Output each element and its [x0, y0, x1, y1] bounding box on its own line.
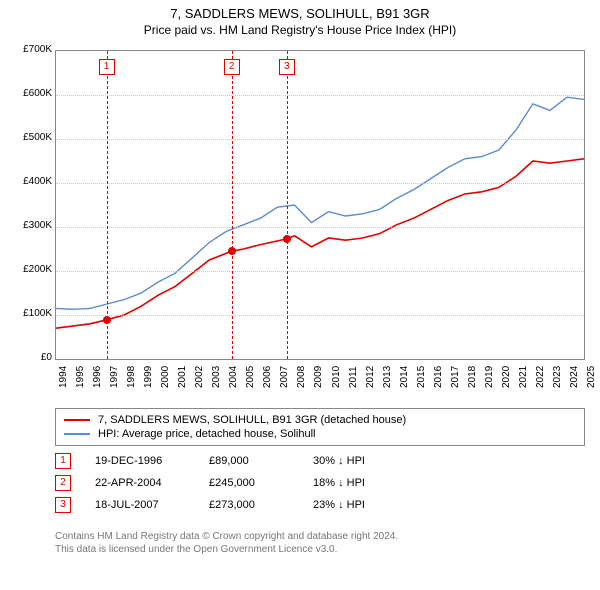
plot-area: 1 2 3: [55, 50, 585, 360]
txn-price: £273,000: [209, 499, 289, 511]
x-axis-label: 2025: [586, 366, 597, 388]
event-vline: [232, 51, 233, 359]
event-number-box: 3: [279, 59, 295, 75]
event-marker: 2: [55, 475, 71, 491]
y-axis-label: £600K: [7, 88, 52, 99]
series-line: [56, 159, 584, 328]
x-axis-label: 2006: [262, 366, 273, 388]
x-axis-label: 2016: [433, 366, 444, 388]
x-axis-label: 2014: [399, 366, 410, 388]
x-axis-label: 2020: [501, 366, 512, 388]
x-axis-label: 2003: [211, 366, 222, 388]
series-line: [56, 97, 584, 309]
y-axis-label: £0: [7, 352, 52, 363]
x-axis-label: 1998: [126, 366, 137, 388]
legend-item: 7, SADDLERS MEWS, SOLIHULL, B91 3GR (det…: [64, 413, 576, 427]
x-axis-label: 2018: [467, 366, 478, 388]
gridline: [56, 227, 584, 228]
x-axis-label: 2023: [552, 366, 563, 388]
event-dot: [103, 316, 111, 324]
gridline: [56, 95, 584, 96]
legend-box: 7, SADDLERS MEWS, SOLIHULL, B91 3GR (det…: [55, 408, 585, 446]
event-vline: [287, 51, 288, 359]
x-axis-label: 1999: [143, 366, 154, 388]
x-axis-label: 2005: [245, 366, 256, 388]
y-axis-label: £300K: [7, 220, 52, 231]
y-axis-label: £100K: [7, 308, 52, 319]
event-number-box: 2: [224, 59, 240, 75]
chart-subtitle: Price paid vs. HM Land Registry's House …: [0, 21, 600, 37]
x-axis-label: 2017: [450, 366, 461, 388]
event-number-box: 1: [99, 59, 115, 75]
chart-title: 7, SADDLERS MEWS, SOLIHULL, B91 3GR: [0, 0, 600, 21]
x-axis-label: 1995: [75, 366, 86, 388]
gridline: [56, 315, 584, 316]
x-axis-label: 2000: [160, 366, 171, 388]
event-marker: 1: [55, 453, 71, 469]
x-axis-label: 1994: [58, 366, 69, 388]
legend-label: 7, SADDLERS MEWS, SOLIHULL, B91 3GR (det…: [98, 414, 406, 426]
table-row: 2 22-APR-2004 £245,000 18% ↓ HPI: [55, 472, 365, 494]
table-row: 1 19-DEC-1996 £89,000 30% ↓ HPI: [55, 450, 365, 472]
y-axis-label: £500K: [7, 132, 52, 143]
txn-delta: 18% ↓ HPI: [313, 477, 365, 489]
chart-svg: [56, 51, 584, 359]
txn-date: 18-JUL-2007: [95, 499, 185, 511]
gridline: [56, 271, 584, 272]
legend-swatch: [64, 419, 90, 421]
legend-item: HPI: Average price, detached house, Soli…: [64, 427, 576, 441]
legend-label: HPI: Average price, detached house, Soli…: [98, 428, 316, 440]
x-axis-label: 2007: [279, 366, 290, 388]
chart-container: 7, SADDLERS MEWS, SOLIHULL, B91 3GR Pric…: [0, 0, 600, 590]
x-axis-label: 2012: [365, 366, 376, 388]
x-axis-label: 2001: [177, 366, 188, 388]
gridline: [56, 183, 584, 184]
x-axis-label: 2002: [194, 366, 205, 388]
legend-swatch: [64, 433, 90, 435]
gridline: [56, 139, 584, 140]
x-axis-label: 2013: [382, 366, 393, 388]
y-axis-label: £700K: [7, 44, 52, 55]
txn-delta: 30% ↓ HPI: [313, 455, 365, 467]
event-dot: [283, 235, 291, 243]
table-row: 3 18-JUL-2007 £273,000 23% ↓ HPI: [55, 494, 365, 516]
attribution: Contains HM Land Registry data © Crown c…: [55, 530, 398, 556]
event-vline: [107, 51, 108, 359]
x-axis-label: 2015: [416, 366, 427, 388]
x-axis-label: 2019: [484, 366, 495, 388]
x-axis-label: 2011: [348, 366, 359, 388]
event-dot: [228, 247, 236, 255]
x-axis-label: 2022: [535, 366, 546, 388]
txn-delta: 23% ↓ HPI: [313, 499, 365, 511]
attribution-line: Contains HM Land Registry data © Crown c…: [55, 530, 398, 543]
txn-price: £89,000: [209, 455, 289, 467]
txn-date: 22-APR-2004: [95, 477, 185, 489]
x-axis-label: 1997: [109, 366, 120, 388]
attribution-line: This data is licensed under the Open Gov…: [55, 543, 398, 556]
x-axis-label: 2010: [331, 366, 342, 388]
y-axis-label: £200K: [7, 264, 52, 275]
x-axis-label: 2008: [296, 366, 307, 388]
x-axis-label: 2024: [569, 366, 580, 388]
x-axis-label: 1996: [92, 366, 103, 388]
txn-date: 19-DEC-1996: [95, 455, 185, 467]
txn-price: £245,000: [209, 477, 289, 489]
transaction-table: 1 19-DEC-1996 £89,000 30% ↓ HPI 2 22-APR…: [55, 450, 365, 516]
y-axis-label: £400K: [7, 176, 52, 187]
event-marker: 3: [55, 497, 71, 513]
x-axis-label: 2004: [228, 366, 239, 388]
x-axis-label: 2021: [518, 366, 529, 388]
x-axis-label: 2009: [313, 366, 324, 388]
